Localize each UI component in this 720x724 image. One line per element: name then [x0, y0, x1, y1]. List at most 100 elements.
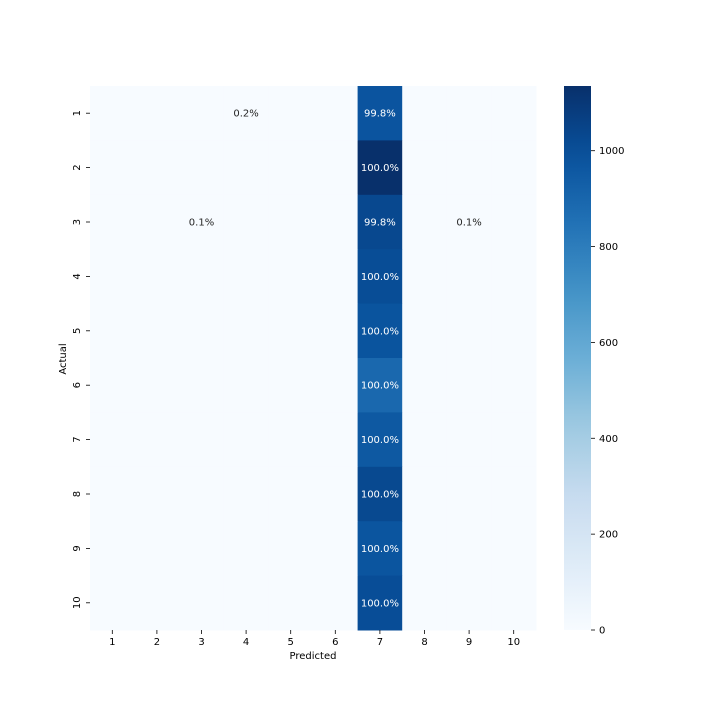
heatmap-cell — [491, 358, 537, 413]
heatmap-cell — [90, 521, 136, 577]
heatmap-cell — [313, 521, 359, 577]
y-tick-label: 1 — [72, 110, 83, 116]
heatmap-cell — [90, 86, 136, 141]
heatmap-cell — [90, 194, 136, 250]
heatmap-cell — [134, 194, 180, 250]
heatmap-cell — [134, 303, 180, 359]
cell-annotation: 100.0% — [361, 381, 399, 392]
heatmap-cell — [491, 575, 537, 631]
cell-annotation: 99.8% — [364, 218, 396, 229]
x-axis: 1 2 3 4 5 6 7 8 9 10 — [109, 630, 520, 648]
heatmap-cell — [90, 249, 136, 305]
heatmap-cell — [313, 86, 359, 141]
y-axis: 1 2 3 4 5 6 7 8 9 10 — [72, 110, 90, 609]
x-tick-label: 7 — [377, 637, 383, 648]
x-tick-label: 6 — [332, 637, 338, 648]
heatmap-cell — [357, 303, 403, 359]
colorbar-tick-label: 1000 — [599, 146, 624, 157]
y-axis-label: Actual — [58, 343, 69, 374]
heatmap-cell — [134, 140, 180, 196]
x-axis-label: Predicted — [290, 651, 337, 662]
heatmap-cell — [179, 249, 225, 305]
heatmap-cell — [134, 466, 180, 522]
heatmap-cell — [313, 303, 359, 359]
cell-annotation: 100.0% — [361, 544, 399, 555]
cell-annotation: 0.1% — [456, 218, 481, 229]
heatmap-cell — [446, 358, 492, 413]
heatmap-cell — [268, 140, 314, 196]
colorbar-tick-label: 200 — [599, 530, 618, 541]
y-tick-label: 6 — [72, 382, 83, 388]
heatmap-cell — [268, 194, 314, 250]
cell-annotation: 100.0% — [361, 435, 399, 446]
heatmap-cell — [357, 86, 403, 141]
heatmap-cell — [134, 412, 180, 468]
heatmap-cell — [357, 466, 403, 522]
heatmap-cell — [90, 140, 136, 196]
heatmap-cell — [268, 358, 314, 413]
heatmap-cell — [446, 86, 492, 141]
heatmap-cell — [446, 194, 492, 250]
heatmap-cell — [313, 140, 359, 196]
heatmap-cell — [179, 303, 225, 359]
y-tick-label: 4 — [72, 273, 83, 279]
heatmap-cell — [402, 466, 448, 522]
y-tick-label: 9 — [72, 545, 83, 551]
heatmap-cell — [357, 575, 403, 631]
heatmap-cell — [313, 466, 359, 522]
colorbar-tick-label: 800 — [599, 242, 618, 253]
cell-annotation: 99.8% — [364, 109, 396, 120]
heatmap-cell — [491, 86, 537, 141]
heatmap-cell — [179, 358, 225, 413]
heatmap-cell — [357, 249, 403, 305]
heatmap-cell — [268, 249, 314, 305]
heatmap-cell — [223, 412, 269, 468]
heatmap-cell — [313, 358, 359, 413]
heatmap-cell — [446, 249, 492, 305]
heatmap-cell — [446, 521, 492, 577]
cell-annotation: 0.2% — [233, 109, 258, 120]
heatmap-cell — [134, 86, 180, 141]
x-tick-label: 3 — [198, 637, 204, 648]
heatmap-cell — [402, 86, 448, 141]
y-tick-label: 7 — [72, 436, 83, 442]
cell-annotation: 100.0% — [361, 326, 399, 337]
heatmap-cell — [223, 303, 269, 359]
heatmap-cell — [357, 521, 403, 577]
x-tick-label: 1 — [109, 637, 115, 648]
heatmap-cell — [491, 303, 537, 359]
y-tick-label: 3 — [72, 219, 83, 225]
heatmap-cell — [223, 140, 269, 196]
heatmap-cell — [446, 466, 492, 522]
heatmap-cell — [179, 412, 225, 468]
colorbar — [564, 86, 591, 630]
heatmap-cell — [223, 249, 269, 305]
heatmap-cell — [491, 140, 537, 196]
cell-annotation: 100.0% — [361, 163, 399, 174]
heatmap-cell — [223, 521, 269, 577]
y-tick-label: 8 — [72, 491, 83, 497]
heatmap-cell — [223, 194, 269, 250]
y-tick-label: 5 — [72, 328, 83, 334]
y-tick-label: 10 — [72, 596, 83, 609]
cell-annotation: 100.0% — [361, 272, 399, 283]
heatmap-cell — [357, 140, 403, 196]
heatmap-cell — [268, 303, 314, 359]
heatmap-cell — [402, 249, 448, 305]
cell-annotations: 0.2% 99.8% 100.0% 0.1% 99.8% 0.1% 100.0% 100.0%… — [189, 109, 482, 610]
heatmap-cell — [357, 358, 403, 413]
colorbar-tick-label: 400 — [599, 434, 618, 445]
heatmap-cell — [491, 249, 537, 305]
heatmap-cell — [446, 303, 492, 359]
heatmap-cell — [179, 575, 225, 631]
heatmap-cell — [179, 521, 225, 577]
heatmap-cell — [223, 466, 269, 522]
heatmap-cell — [491, 466, 537, 522]
heatmap-cell — [223, 86, 269, 141]
heatmap-cell — [402, 303, 448, 359]
heatmap-cell — [179, 194, 225, 250]
heatmap-cell — [402, 194, 448, 250]
x-tick-label: 5 — [288, 637, 294, 648]
